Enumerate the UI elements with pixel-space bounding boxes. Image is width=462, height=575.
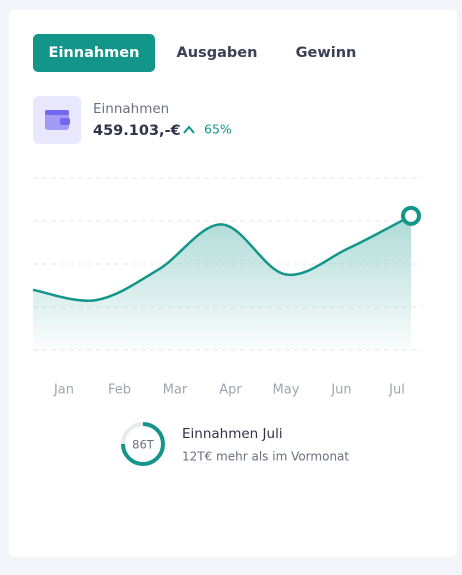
- x-tick-label: Jun: [330, 383, 351, 398]
- tab[interactable]: Einnahmen: [49, 45, 140, 61]
- x-tick-label: Mar: [163, 383, 188, 398]
- footer-subtitle: 12T€ mehr als im Vormonat: [182, 450, 349, 464]
- x-tick-label: Jan: [53, 383, 74, 398]
- x-tick-label: Feb: [108, 383, 131, 398]
- ring-label: 86T: [132, 438, 155, 452]
- x-tick-label: Jul: [388, 383, 405, 398]
- tab-active[interactable]: [33, 34, 155, 72]
- line: [32, 214, 412, 302]
- footer-title: Einnahmen Juli: [182, 426, 283, 442]
- x-tick-label: Apr: [219, 383, 242, 398]
- area: [33, 215, 411, 350]
- summary-change: 65%: [204, 122, 232, 137]
- end-marker: [401, 205, 421, 226]
- summary-label: Einnahmen: [93, 101, 169, 117]
- wallet-icon: [45, 110, 70, 130]
- up-arrow: [183, 125, 195, 134]
- x-tick-label: May: [273, 383, 300, 398]
- ring-progress: [121, 422, 165, 466]
- tab[interactable]: Ausgaben: [177, 45, 258, 61]
- tab[interactable]: Gewinn: [296, 45, 357, 61]
- summary-amount: 459.103,-€: [93, 123, 181, 139]
